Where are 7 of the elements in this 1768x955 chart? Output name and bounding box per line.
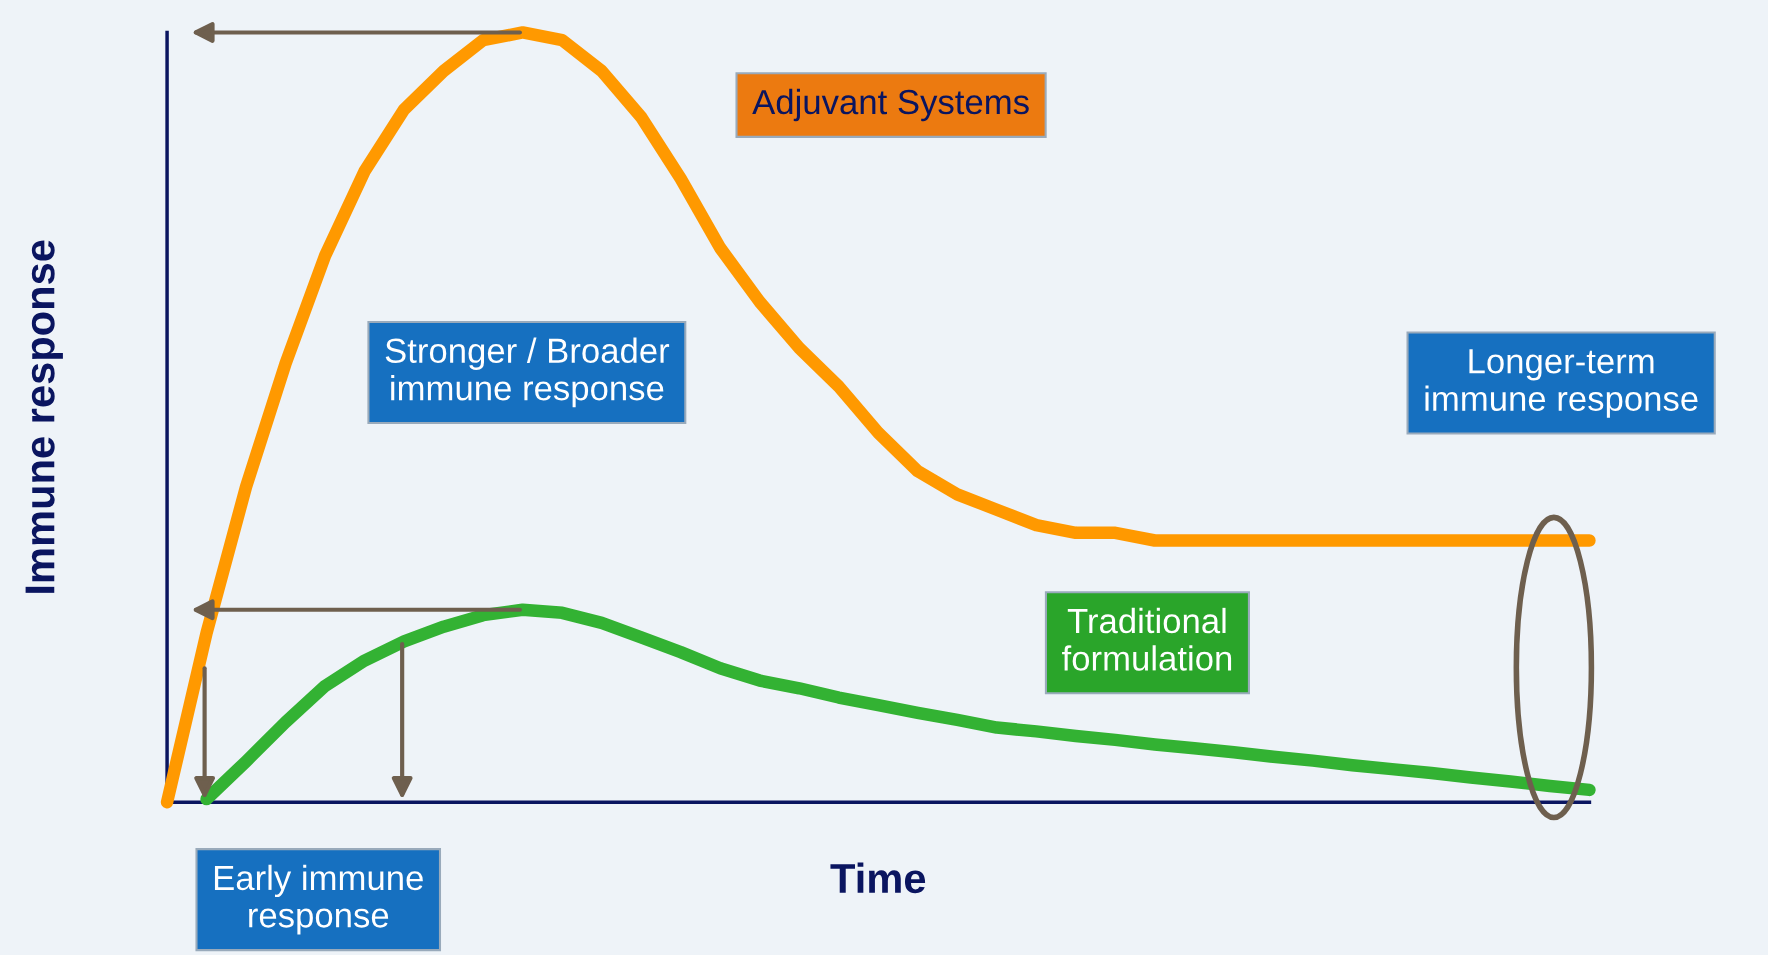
series-label: Traditional formulation (1062, 607, 1232, 671)
x-axis-title: Time (830, 862, 926, 894)
text: Early immune response (214, 864, 423, 935)
annotation: Stronger / Broader immune response (385, 337, 670, 408)
annotation: Longer-term immune response (1425, 349, 1698, 418)
y-axis-title: Immune response (25, 240, 63, 593)
text: Adjuvant Systems (752, 88, 1029, 122)
